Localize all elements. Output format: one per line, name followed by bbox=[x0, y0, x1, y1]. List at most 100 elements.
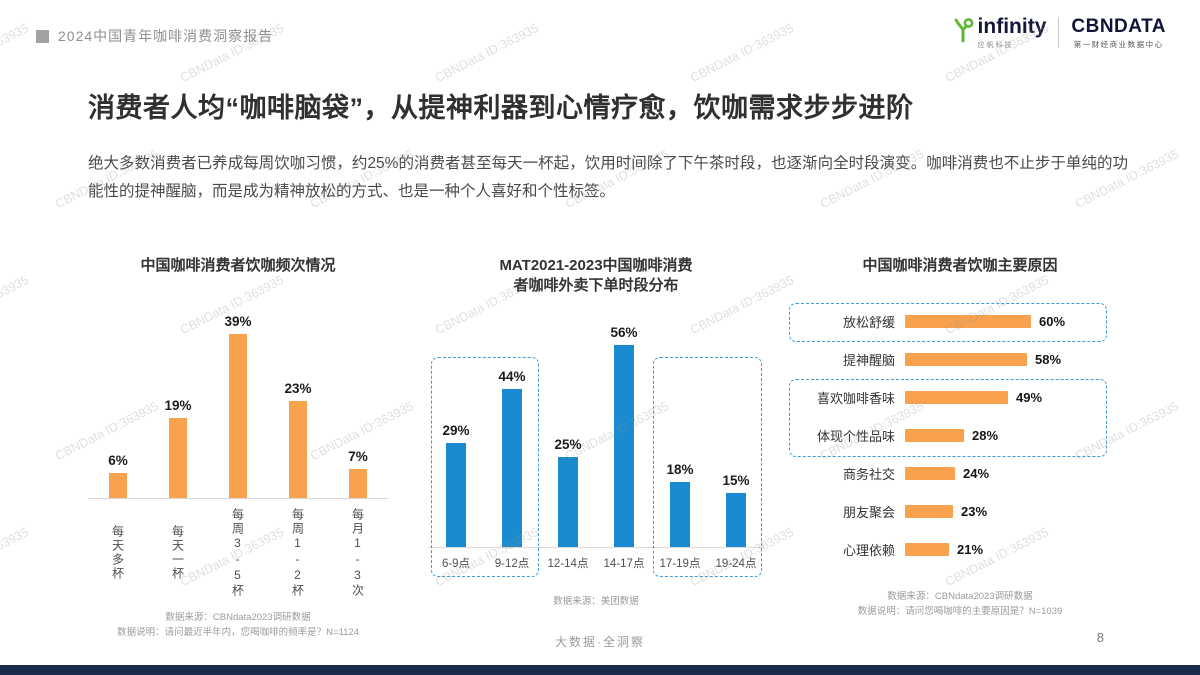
reason-row: 喜欢咖啡香味 49% bbox=[795, 378, 1125, 416]
bar-slot: 56% bbox=[596, 325, 652, 547]
x-axis-label-text: 每天一杯 bbox=[170, 525, 185, 582]
x-axis-label-text: 12-14点 bbox=[547, 557, 589, 570]
report-tag-label: 2024中国青年咖啡消费洞察报告 bbox=[58, 28, 274, 44]
bar bbox=[169, 418, 187, 499]
reason-row: 体现个性品味 28% bbox=[795, 416, 1125, 454]
bar bbox=[502, 388, 522, 547]
x-axis-label: 每天一杯 bbox=[148, 507, 208, 599]
x-axis-label-text: 6-9点 bbox=[441, 557, 471, 570]
bar-value-label: 60% bbox=[1039, 313, 1066, 329]
reason-label: 喜欢咖啡香味 bbox=[816, 390, 895, 406]
cbndata-logo-text: CBNDATA bbox=[1071, 15, 1166, 37]
reason-row: 放松舒缓 60% bbox=[795, 302, 1125, 340]
cbndata-logo-subtext: 第一财经商业数据中心 bbox=[1073, 39, 1164, 49]
infinity-logo-subtext: 应帆科技 bbox=[977, 42, 1014, 49]
bar-slot: 39% bbox=[208, 314, 268, 499]
x-axis-label-text: 每天多杯 bbox=[110, 525, 125, 582]
bar-value-label: 19% bbox=[164, 398, 192, 414]
chart-reasons: 中国咖啡消费者饮咖主要原因 放松舒缓 60% 提神醒脑 58% 喜欢咖啡香味 49% 体现个… bbox=[789, 256, 1125, 620]
chart-frequency: 中国咖啡消费者饮咖频次情况 6% 19% 39% 23% 7% 每天多杯 每天一杯 每周3-… bbox=[88, 256, 388, 641]
bar bbox=[905, 314, 1031, 328]
page-number: 8 bbox=[1096, 630, 1104, 645]
bar bbox=[109, 473, 127, 499]
x-axis-label: 19-24点 bbox=[708, 555, 764, 571]
reason-label: 商务社交 bbox=[842, 466, 895, 482]
bar bbox=[905, 542, 949, 556]
bar bbox=[446, 442, 466, 547]
footer-slogan: 大数据·全洞察 bbox=[555, 635, 645, 649]
bar-value-label: 24% bbox=[963, 465, 990, 481]
source-line: 数据说明：请问您喝咖啡的主要原因是？N=1039 bbox=[857, 605, 1063, 617]
chart-title: MAT2021-2023中国咖啡消费 者咖啡外卖下单时段分布 bbox=[428, 256, 764, 297]
x-axis-label: 每天多杯 bbox=[88, 507, 148, 599]
chart-plot-area: 6% 19% 39% 23% 7% 每天多杯 每天一杯 每周3-5杯 每周1-2杯 每月1-3次 bbox=[88, 288, 388, 599]
chart-source: 数据来源：CBNdata2023调研数据 数据说明：请问最近半年内，您喝咖啡的频… bbox=[88, 611, 388, 640]
bar bbox=[905, 428, 964, 442]
chart-title: 中国咖啡消费者饮咖频次情况 bbox=[140, 257, 336, 274]
chart-source: 数据来源：CBNdata2023调研数据 数据说明：请问您喝咖啡的主要原因是？N… bbox=[795, 590, 1125, 619]
reason-label: 提神醒脑 bbox=[842, 352, 895, 368]
bar bbox=[905, 466, 955, 480]
bottom-accent-bar bbox=[0, 665, 1200, 675]
x-axis-label-text: 14-17点 bbox=[603, 557, 645, 570]
reason-label: 朋友聚会 bbox=[842, 504, 895, 520]
bar-slot: 19% bbox=[148, 398, 208, 499]
bar bbox=[229, 334, 247, 499]
chart-plot-area: 29% 44% 25% 56% 18% 15% 6-9点 9-12点 12-14点 14-17点… bbox=[428, 303, 764, 577]
chart-source: 数据来源：美团数据 bbox=[428, 595, 764, 610]
reason-label: 体现个性品味 bbox=[816, 428, 895, 444]
bar-value-label: 58% bbox=[1035, 351, 1062, 367]
watermark-text: CBNData ID:363935 bbox=[0, 272, 31, 337]
chart-delivery-time: MAT2021-2023中国咖啡消费 者咖啡外卖下单时段分布 29% 44% 25%… bbox=[428, 256, 764, 609]
report-tag: 2024中国青年咖啡消费洞察报告 bbox=[36, 26, 273, 46]
bars-area: 29% 44% 25% 56% 18% 15% bbox=[428, 303, 764, 548]
chart-title-line: MAT2021-2023中国咖啡消费 bbox=[499, 257, 693, 274]
source-line: 数据来源：CBNdata2023调研数据 bbox=[165, 612, 311, 624]
brand-logos: infinity 应帆科技 CBNDATA 第一财经商业数据中心 bbox=[952, 16, 1166, 50]
bar bbox=[558, 456, 578, 547]
reason-row: 提神醒脑 58% bbox=[795, 340, 1125, 378]
reason-row: 心理依赖 21% bbox=[795, 530, 1125, 568]
x-axis-label-text: 9-12点 bbox=[494, 557, 530, 570]
page-title: 消费者人均“咖啡脑袋”，从提神利器到心情疗愈，饮咖需求步步进阶 bbox=[88, 93, 914, 123]
bar bbox=[349, 469, 367, 499]
x-axis-labels: 6-9点 9-12点 12-14点 14-17点 17-19点 19-24点 bbox=[428, 555, 764, 571]
bars-area: 6% 19% 39% 23% 7% bbox=[88, 288, 388, 500]
reason-row: 朋友聚会 23% bbox=[795, 492, 1125, 530]
bar bbox=[614, 344, 634, 547]
source-line: 数据来源：美团数据 bbox=[553, 595, 639, 607]
bar-value-label: 23% bbox=[284, 381, 312, 397]
bar-value-label: 49% bbox=[1016, 389, 1043, 405]
x-axis-labels: 每天多杯 每天一杯 每周3-5杯 每周1-2杯 每月1-3次 bbox=[88, 507, 388, 599]
bar-value-label: 29% bbox=[442, 422, 470, 438]
bar-value-label: 28% bbox=[972, 427, 999, 443]
x-axis-label: 9-12点 bbox=[484, 555, 540, 571]
bar-value-label: 21% bbox=[957, 541, 984, 557]
bar bbox=[905, 504, 953, 518]
x-axis-label-text: 17-19点 bbox=[659, 557, 701, 570]
x-axis-label-text: 每周1-2杯 bbox=[290, 508, 305, 599]
bar bbox=[726, 492, 746, 547]
infinity-logo-text: infinity bbox=[977, 15, 1047, 38]
watermark-text: CBNData ID:363935 bbox=[433, 20, 541, 86]
watermark-text: CBNData ID:363935 bbox=[0, 524, 31, 589]
x-axis-label: 每周1-2杯 bbox=[268, 507, 328, 599]
bar-slot: 15% bbox=[708, 473, 764, 547]
reason-label: 心理依赖 bbox=[842, 542, 895, 558]
x-axis-label: 12-14点 bbox=[540, 555, 596, 571]
intro-paragraph: 绝大多数消费者已养成每周饮咖习惯，约25%的消费者甚至每天一杯起，饮用时间除了下… bbox=[88, 155, 1128, 200]
bar-slot: 25% bbox=[540, 437, 596, 547]
infinity-logo-icon bbox=[952, 17, 974, 48]
bar-slot: 6% bbox=[88, 453, 148, 499]
bar bbox=[670, 481, 690, 547]
chart-title: 中国咖啡消费者饮咖主要原因 bbox=[862, 257, 1058, 274]
x-axis-label: 17-19点 bbox=[652, 555, 708, 571]
bar-value-label: 25% bbox=[554, 436, 582, 452]
x-axis-label-text: 每月1-3次 bbox=[350, 508, 365, 599]
infinity-logo: infinity 应帆科技 bbox=[952, 15, 1047, 50]
bar-value-label: 7% bbox=[348, 449, 368, 465]
square-bullet-icon bbox=[36, 29, 49, 43]
x-axis-label: 6-9点 bbox=[428, 555, 484, 571]
x-axis-label: 每周3-5杯 bbox=[208, 507, 268, 599]
